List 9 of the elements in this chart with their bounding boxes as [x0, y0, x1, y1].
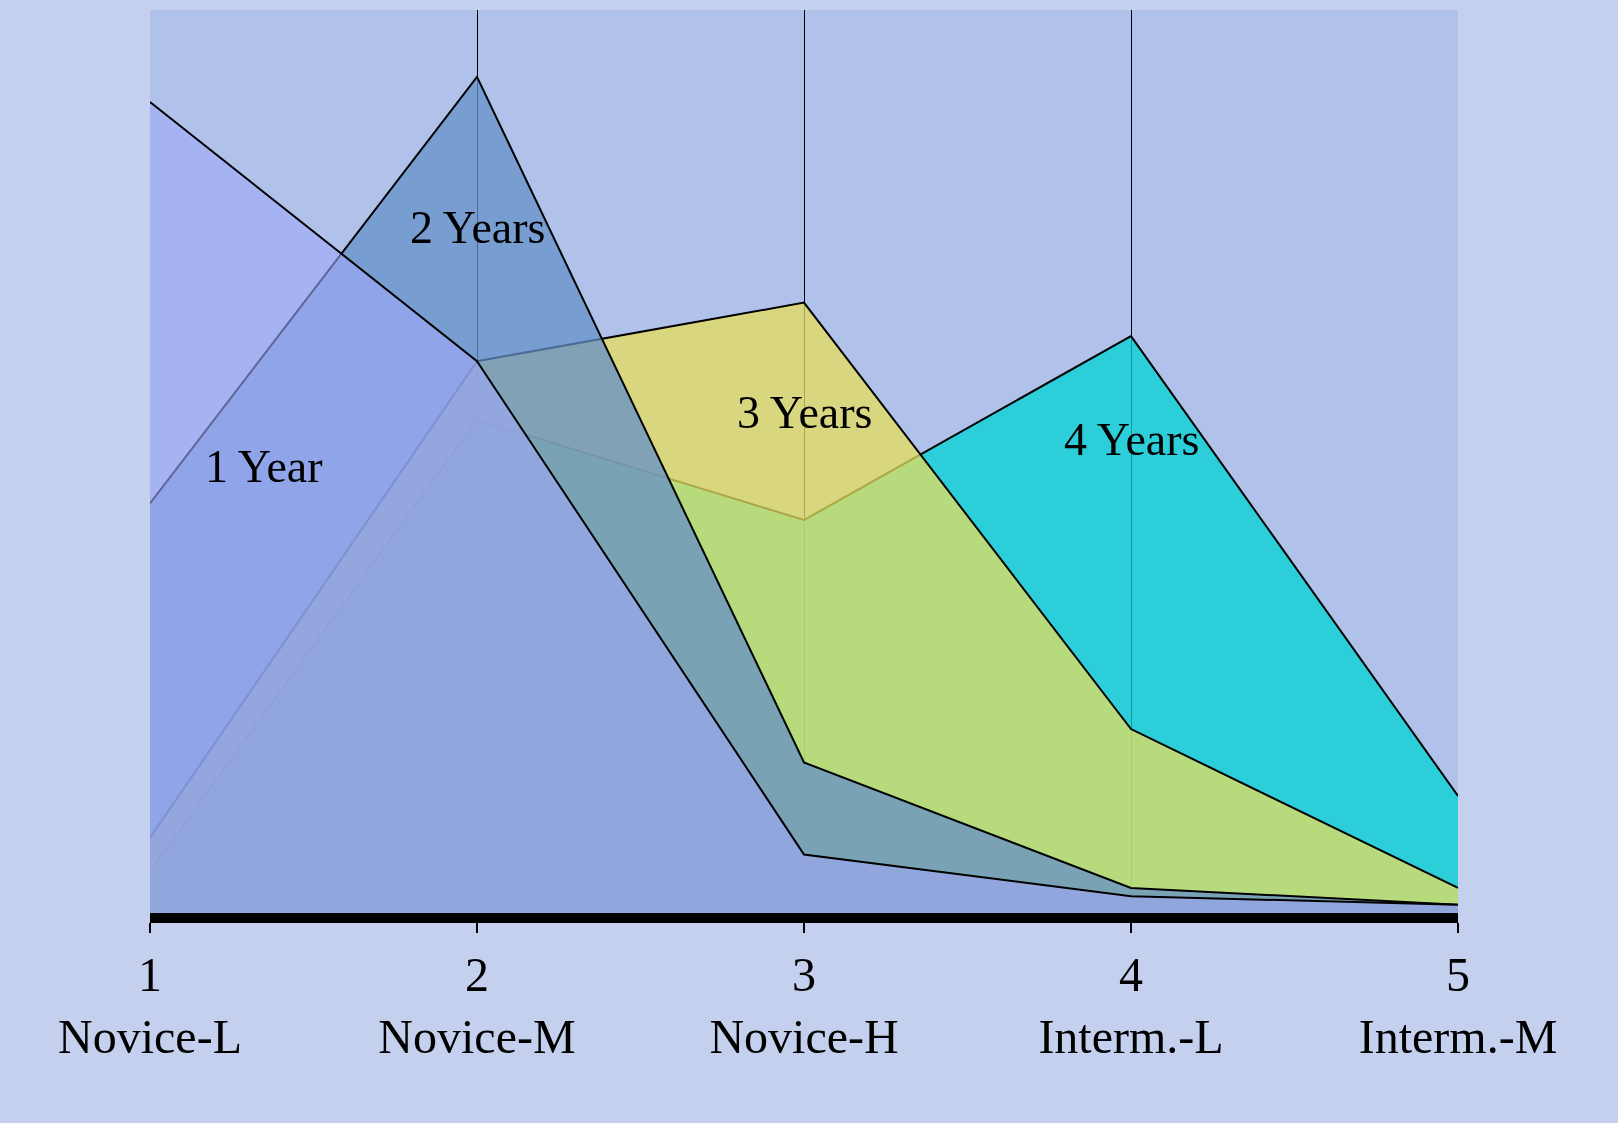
x-tick-label: 3 Novice-H — [709, 947, 899, 1063]
series-label: 2 Years — [410, 202, 546, 253]
x-tick-label: 5 Interm.-M — [1358, 947, 1558, 1063]
x-tick-label: 4 Interm.-L — [1038, 947, 1224, 1063]
x-tick-label: 1 Novice-L — [58, 947, 242, 1063]
series-label: 3 Years — [737, 387, 873, 438]
series-label: 4 Years — [1064, 414, 1200, 465]
series-label: 1 Year — [205, 441, 323, 492]
x-tick-label: 2 Novice-M — [378, 947, 576, 1063]
